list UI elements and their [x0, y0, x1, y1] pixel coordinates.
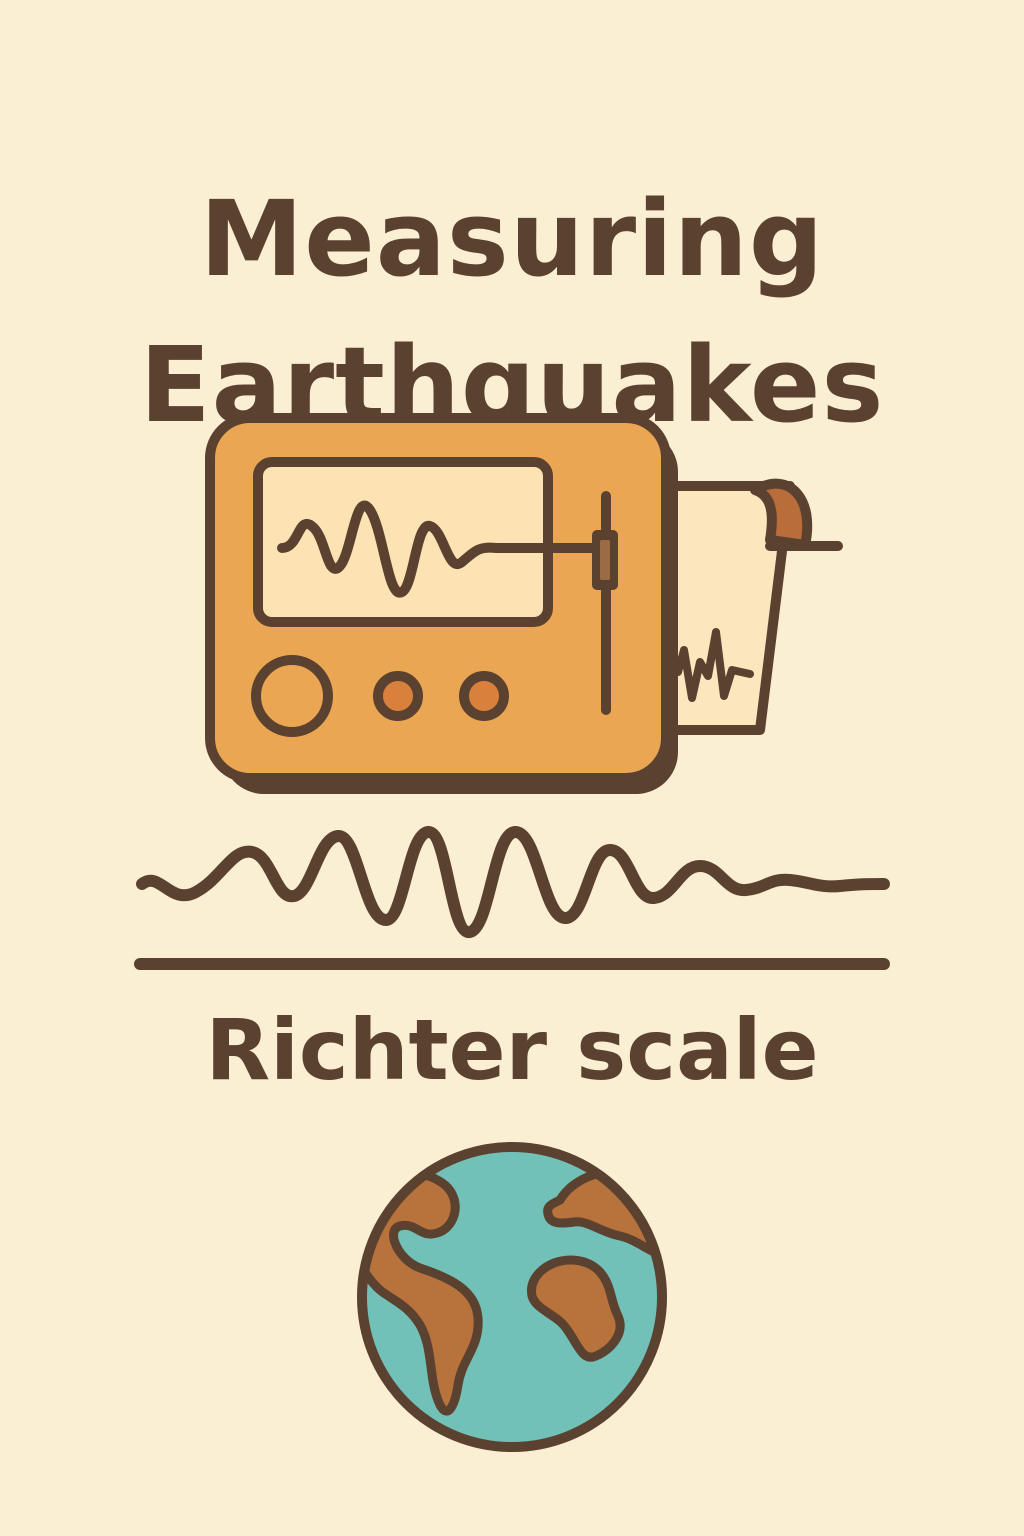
stylus-slot: [600, 540, 610, 580]
small-knob-2: [459, 671, 509, 721]
paper-trace: [662, 628, 754, 702]
screen-waveform: [277, 500, 597, 598]
seismograph-icon: [205, 413, 843, 794]
continent-africa: [527, 1255, 625, 1362]
seismic-wave-icon: [136, 826, 890, 938]
poster-title: Measuring Earthquakes: [0, 166, 1024, 458]
device-screen: [253, 457, 553, 627]
globe-outline: [357, 1142, 667, 1452]
globe-icon: [357, 1142, 667, 1452]
paper-roll: [750, 478, 813, 550]
title-line-1: Measuring: [199, 177, 825, 300]
poster-subtitle: Richter scale: [205, 1001, 819, 1099]
large-knob: [251, 655, 333, 737]
small-knob-1: [373, 671, 423, 721]
